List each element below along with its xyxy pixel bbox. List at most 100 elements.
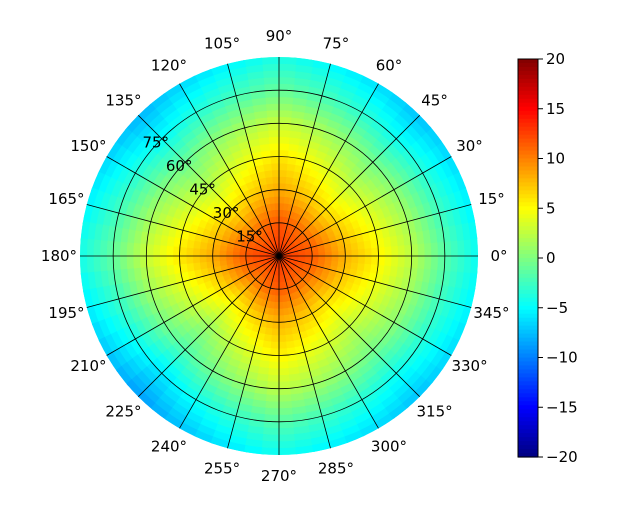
colorbar-segment bbox=[518, 254, 538, 259]
angular-tick-label: 195° bbox=[48, 304, 84, 322]
colorbar-segment bbox=[518, 449, 538, 454]
colorbar-segment bbox=[518, 118, 538, 124]
colorbar-segment bbox=[518, 401, 538, 406]
colorbar-segment bbox=[518, 325, 538, 331]
colorbar-segment bbox=[518, 313, 538, 319]
colorbar-segment bbox=[518, 258, 538, 263]
colorbar-segment bbox=[518, 357, 538, 363]
angular-tick-label: 60° bbox=[376, 56, 403, 74]
angular-tick-label: 210° bbox=[70, 357, 106, 375]
colorbar-tick-label: 10 bbox=[546, 150, 565, 168]
colorbar-segment bbox=[518, 441, 538, 446]
colorbar-segment bbox=[518, 369, 538, 375]
angular-tick-label: 285° bbox=[318, 460, 354, 478]
colorbar-segment bbox=[518, 377, 538, 382]
angular-tick-label: 45° bbox=[421, 91, 448, 109]
colorbar-segment bbox=[518, 293, 538, 299]
angular-tick-label: 240° bbox=[151, 438, 187, 456]
heatmap-cell bbox=[265, 401, 282, 409]
heatmap-cell bbox=[276, 83, 295, 92]
heatmap-cell bbox=[424, 253, 432, 270]
heatmap-cell bbox=[126, 242, 134, 259]
heatmap-cell bbox=[261, 440, 282, 449]
colorbar-tick-label: −15 bbox=[546, 398, 578, 416]
radial-tick-label: 75° bbox=[142, 134, 169, 152]
heatmap-cell bbox=[112, 241, 121, 259]
radial-tick-label: 30° bbox=[213, 204, 240, 222]
angular-tick-label: 165° bbox=[48, 190, 84, 208]
colorbar-segment bbox=[518, 341, 538, 347]
colorbar-segment bbox=[518, 329, 538, 335]
colorbar-segment bbox=[518, 309, 538, 315]
colorbar-segment bbox=[518, 345, 538, 351]
colorbar-segment bbox=[518, 301, 538, 307]
colorbar-segment bbox=[518, 265, 538, 271]
colorbar-segment bbox=[518, 178, 538, 183]
colorbar-segment bbox=[518, 289, 538, 295]
colorbar-segment bbox=[518, 238, 538, 243]
heatmap-cell bbox=[92, 239, 101, 259]
colorbar-segment bbox=[518, 170, 538, 176]
angular-tick-label: 0° bbox=[490, 247, 507, 265]
colorbar-segment bbox=[518, 445, 538, 450]
heatmap-cell bbox=[263, 427, 282, 436]
colorbar-tick-label: −5 bbox=[546, 299, 568, 317]
colorbar-segment bbox=[518, 82, 538, 88]
colorbar-segment bbox=[518, 94, 538, 100]
colorbar-segment bbox=[518, 162, 538, 168]
colorbar-segment bbox=[518, 146, 538, 152]
colorbar-segment bbox=[518, 222, 538, 227]
colorbar-segment bbox=[518, 114, 538, 120]
colorbar-segment bbox=[518, 62, 538, 68]
angular-tick-label: 105° bbox=[204, 35, 240, 53]
heatmap-cell bbox=[457, 253, 466, 273]
heatmap-cell bbox=[86, 238, 95, 259]
heatmap-cell bbox=[265, 394, 282, 403]
angular-tick-label: 150° bbox=[70, 137, 106, 155]
heatmap-cell bbox=[450, 253, 459, 272]
colorbar-tick-label: 0 bbox=[546, 249, 556, 267]
colorbar-segment bbox=[518, 405, 538, 410]
colorbar-segment bbox=[518, 397, 538, 402]
colorbar-segment bbox=[518, 230, 538, 235]
colorbar-segment bbox=[518, 186, 538, 191]
colorbar-segment bbox=[518, 361, 538, 367]
colorbar-segment bbox=[518, 317, 538, 323]
colorbar-gradient bbox=[518, 59, 538, 458]
colorbar-segment bbox=[518, 218, 538, 223]
colorbar-segment bbox=[518, 437, 538, 442]
colorbar-segment bbox=[518, 250, 538, 255]
colorbar-segment bbox=[518, 417, 538, 422]
angular-tick-label: 345° bbox=[473, 304, 509, 322]
angular-tick-label: 330° bbox=[451, 357, 487, 375]
colorbar-segment bbox=[518, 285, 538, 291]
heatmap-cell bbox=[276, 89, 294, 98]
polar-gridlines bbox=[80, 57, 478, 455]
colorbar-segment bbox=[518, 150, 538, 156]
colorbar-segment bbox=[518, 269, 538, 275]
heatmap-cell bbox=[417, 253, 426, 270]
colorbar-tick-label: 20 bbox=[546, 50, 565, 68]
colorbar-segment bbox=[518, 90, 538, 96]
heatmap-cell bbox=[276, 109, 293, 118]
angular-tick-label: 75° bbox=[323, 35, 350, 53]
heatmap-cell bbox=[276, 63, 297, 72]
colorbar-segment bbox=[518, 246, 538, 251]
angular-tick-label: 15° bbox=[478, 190, 505, 208]
colorbar-segment bbox=[518, 393, 538, 398]
colorbar-segment bbox=[518, 353, 538, 359]
colorbar-segment bbox=[518, 349, 538, 355]
colorbar-segment bbox=[518, 242, 538, 247]
heatmap-cell bbox=[437, 253, 446, 271]
colorbar-segment bbox=[518, 234, 538, 239]
colorbar-segment bbox=[518, 134, 538, 140]
heatmap-cell bbox=[261, 447, 282, 455]
angular-tick-label: 315° bbox=[416, 403, 452, 421]
colorbar-segment bbox=[518, 337, 538, 343]
colorbar-segment bbox=[518, 174, 538, 179]
colorbar-segment bbox=[518, 190, 538, 195]
heatmap-cell bbox=[410, 254, 419, 269]
colorbar-segment bbox=[518, 122, 538, 128]
radial-tick-label: 60° bbox=[166, 157, 193, 175]
colorbar-segment bbox=[518, 130, 538, 136]
